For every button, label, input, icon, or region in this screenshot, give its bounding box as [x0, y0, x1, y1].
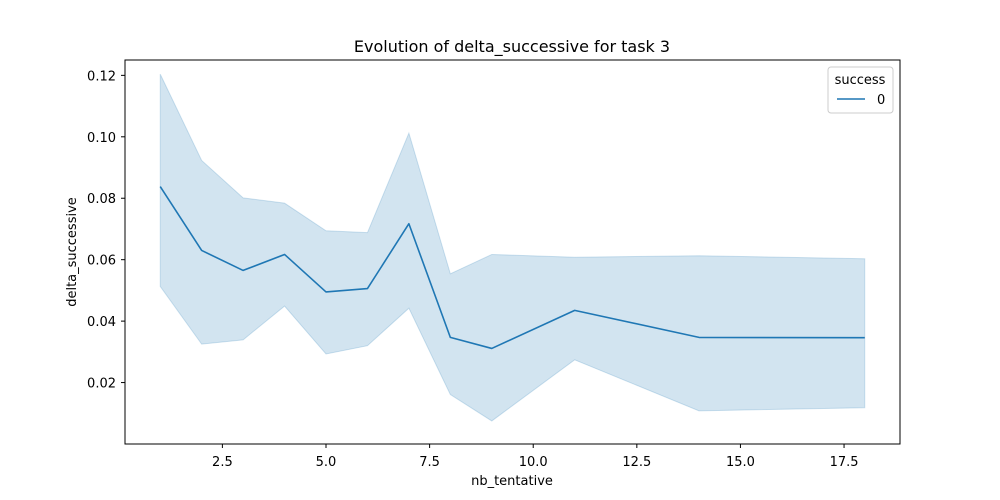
- y-tick-label: 0.06: [87, 254, 116, 269]
- legend-box: [827, 66, 894, 114]
- x-tick-label: 2.5: [212, 455, 233, 470]
- y-axis-label: delta_successive: [65, 197, 80, 307]
- plot-frame: [124, 59, 901, 445]
- y-tick-label: 0.02: [87, 377, 116, 392]
- x-tick-label: 7.5: [419, 455, 440, 470]
- y-tick-label: 0.04: [87, 315, 116, 330]
- legend-title: success: [835, 73, 886, 88]
- y-tick-label: 0.12: [87, 69, 116, 84]
- x-tick-label: 17.5: [830, 455, 859, 470]
- x-axis-label: nb_tentative: [471, 474, 553, 489]
- legend: success 0: [827, 66, 894, 114]
- chart-title: Evolution of delta_successive for task 3: [354, 37, 670, 57]
- legend-entry: 0: [877, 93, 885, 108]
- x-tick-label: 15.0: [726, 455, 755, 470]
- x-tick-label: 10.0: [519, 455, 548, 470]
- confidence-band: [159, 73, 866, 422]
- series-line: [159, 186, 865, 350]
- x-tick-label: 5.0: [316, 455, 337, 470]
- y-tick-label: 0.10: [87, 131, 116, 146]
- x-tick-label: 12.5: [622, 455, 651, 470]
- y-tick-label: 0.08: [87, 192, 116, 207]
